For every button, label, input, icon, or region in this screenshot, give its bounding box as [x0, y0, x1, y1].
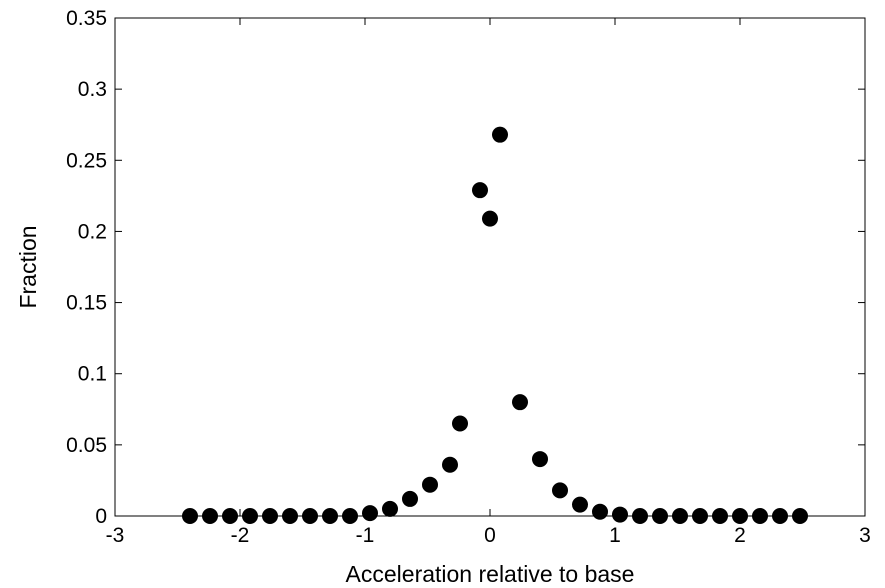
y-tick-label: 0.1 [78, 363, 107, 386]
y-tick-label: 0.25 [66, 149, 107, 172]
data-point [532, 451, 548, 468]
data-point [472, 182, 488, 199]
y-tick-label: 0.15 [66, 292, 107, 315]
x-tick-label: -3 [106, 524, 125, 547]
x-axis-label: Acceleration relative to base [346, 561, 635, 587]
data-point [512, 394, 528, 411]
x-tick-label: 1 [609, 524, 621, 547]
data-point [492, 126, 508, 143]
y-tick-label: 0 [95, 505, 107, 528]
y-tick-labels: 0 0.05 0.1 0.15 0.2 0.25 0.3 0.35 [66, 7, 107, 528]
data-point [362, 505, 378, 522]
x-tick-label: -2 [231, 524, 250, 547]
x-tick-label: 2 [734, 524, 746, 547]
data-point [452, 415, 468, 432]
plot-frame [114, 17, 866, 517]
data-point [442, 456, 458, 473]
data-point [382, 500, 398, 517]
data-point [482, 210, 498, 227]
x-tick-labels: -3 -2 -1 0 1 2 3 [106, 524, 871, 547]
y-tick-label: 0.35 [66, 7, 107, 30]
data-point [612, 506, 628, 523]
x-tick-label: -1 [356, 524, 375, 547]
data-point [402, 490, 418, 507]
x-tick-label: 0 [484, 524, 496, 547]
y-tick-label: 0.05 [66, 434, 107, 457]
plot-area [115, 18, 865, 516]
data-point [572, 496, 588, 513]
data-point [592, 503, 608, 520]
x-tick-label: 3 [859, 524, 871, 547]
y-tick-label: 0.2 [78, 220, 107, 243]
y-tick-label: 0.3 [78, 78, 107, 101]
y-axis-label: Fraction [15, 225, 41, 308]
data-point [552, 482, 568, 499]
data-point [422, 476, 438, 493]
